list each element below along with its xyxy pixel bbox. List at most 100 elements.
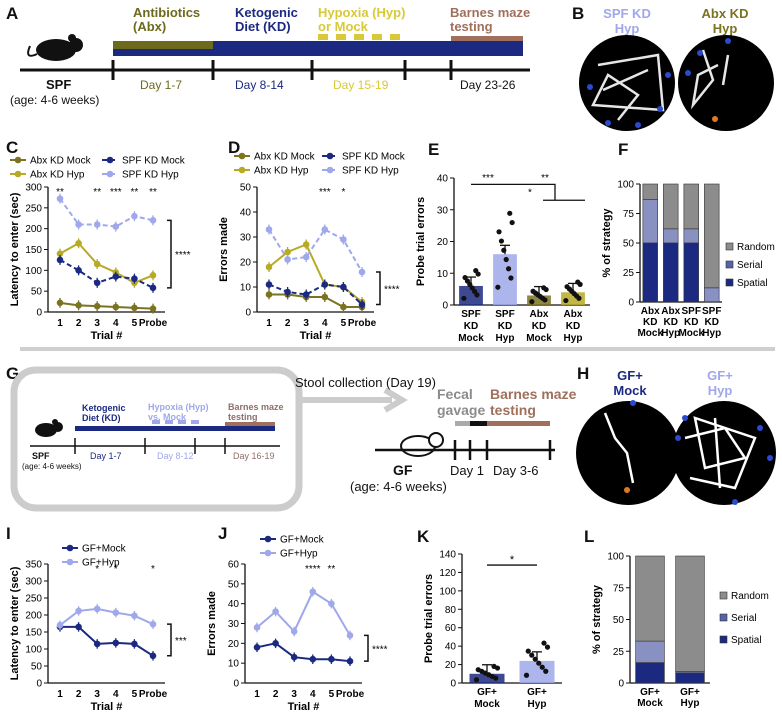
- significance-marker: **: [541, 173, 549, 184]
- data-point: [544, 644, 551, 650]
- data-point: [265, 226, 273, 233]
- stacked-bar-segment: [635, 662, 665, 684]
- data-point: [530, 288, 536, 294]
- legend-label: SPF KD Hyp: [122, 170, 179, 181]
- g-kd-label: Ketogenic Diet (KD): [82, 403, 126, 423]
- panel-label-f: F: [618, 140, 629, 159]
- x-tick-label: 2: [76, 689, 82, 700]
- data-point: [529, 652, 535, 658]
- data-point: [536, 660, 542, 666]
- y-tick-label: 200: [25, 224, 42, 235]
- panel-label-k: K: [417, 527, 430, 546]
- data-point: [93, 260, 101, 268]
- legend-marker: [66, 544, 74, 552]
- x-tick-label: Probe: [348, 318, 377, 329]
- y-tick-label: 30: [240, 233, 252, 244]
- x-tick-label: KD: [664, 317, 678, 328]
- data-point: [56, 621, 64, 629]
- y-tick-label: 50: [31, 662, 43, 673]
- y-tick-label: 0: [450, 679, 456, 690]
- y-tick-label: 0: [36, 679, 42, 690]
- g-day-16-19: Day 16-19: [233, 451, 275, 461]
- y-tick-label: 10: [228, 659, 240, 670]
- x-tick-label: Hyp: [496, 333, 515, 344]
- day-15-19: Day 15-19: [333, 78, 389, 92]
- data-point: [272, 640, 279, 647]
- y-tick-label: 60: [445, 623, 457, 634]
- x-tick-label: GF+: [640, 687, 660, 698]
- data-point: [112, 273, 120, 280]
- g-day-1: Day 1: [450, 463, 484, 478]
- x-tick-label: KD: [705, 317, 719, 328]
- legend-marker: [66, 558, 74, 566]
- x-tick-label: Abx: [530, 309, 549, 320]
- legend-marker: [106, 170, 114, 178]
- panel-label-l: L: [584, 527, 595, 546]
- legend-label: Spatial: [731, 635, 762, 646]
- series-line: [59, 301, 154, 310]
- y-tick-label: 40: [228, 599, 240, 610]
- g-hypoxia-label: Hypoxia (Hyp) vs. Mock: [148, 402, 209, 422]
- x-tick-label: 5: [329, 689, 335, 700]
- stacked-bar-segment: [683, 183, 699, 230]
- data-point: [93, 221, 101, 228]
- legend-marker: [264, 549, 272, 557]
- data-point: [563, 297, 569, 304]
- y-axis-label: Errors made: [206, 591, 218, 656]
- panel-label-b: B: [572, 4, 585, 23]
- bar: [493, 254, 517, 305]
- legend-marker: [238, 152, 246, 160]
- x-tick-label: KD: [643, 317, 657, 328]
- y-axis-label: % of strategy: [601, 208, 613, 278]
- spf-label: SPF: [46, 77, 72, 92]
- x-tick-label: Probe: [139, 689, 168, 700]
- legend-label: Abx KD Hyp: [254, 166, 309, 177]
- series-line: [256, 590, 351, 636]
- legend-label: GF+Hyp: [82, 558, 120, 569]
- y-tick-label: 300: [25, 577, 42, 588]
- legend-label: Serial: [737, 260, 763, 271]
- data-point: [462, 274, 468, 281]
- x-tick-label: 3: [291, 689, 297, 700]
- data-point: [503, 256, 509, 263]
- bar: [527, 295, 551, 305]
- age-label: (age: 4-6 weeks): [10, 93, 100, 107]
- x-tick-label: Mock: [637, 698, 663, 709]
- data-point: [75, 221, 82, 228]
- legend-label: Spatial: [737, 278, 768, 289]
- y-tick-label: 250: [25, 203, 42, 214]
- bar: [519, 660, 555, 683]
- y-tick-label: 80: [445, 605, 457, 616]
- kd-bar: [113, 49, 523, 56]
- series-line: [268, 283, 363, 306]
- stacked-bar-segment: [675, 555, 705, 672]
- x-tick-label: 5: [132, 318, 138, 329]
- g-stool-label: Stool collection (Day 19): [295, 375, 436, 390]
- data-point: [149, 272, 157, 279]
- g-day-1-7: Day 1-7: [90, 451, 122, 461]
- g-day-3-6: Day 3-6: [493, 463, 539, 478]
- panel-b-mazes: [579, 35, 774, 131]
- data-point: [290, 653, 298, 661]
- data-point: [75, 623, 82, 631]
- data-point: [461, 295, 467, 301]
- panel-label-h: H: [577, 364, 590, 383]
- stacked-bar-segment: [683, 228, 699, 244]
- y-axis-label: Latency to enter (sec): [9, 566, 21, 680]
- y-tick-label: 20: [240, 258, 252, 269]
- data-point: [309, 655, 317, 663]
- y-tick-label: 25: [623, 268, 635, 279]
- data-point: [543, 668, 549, 674]
- data-point: [284, 288, 291, 296]
- legend-marker: [238, 166, 246, 174]
- data-point: [575, 279, 581, 285]
- data-point: [358, 301, 366, 308]
- data-point: [475, 667, 481, 673]
- data-point: [93, 279, 101, 287]
- stacked-bar-segment: [683, 242, 699, 303]
- y-tick-label: 300: [25, 183, 42, 194]
- b-title-spf: SPF KD Hyp: [603, 6, 651, 36]
